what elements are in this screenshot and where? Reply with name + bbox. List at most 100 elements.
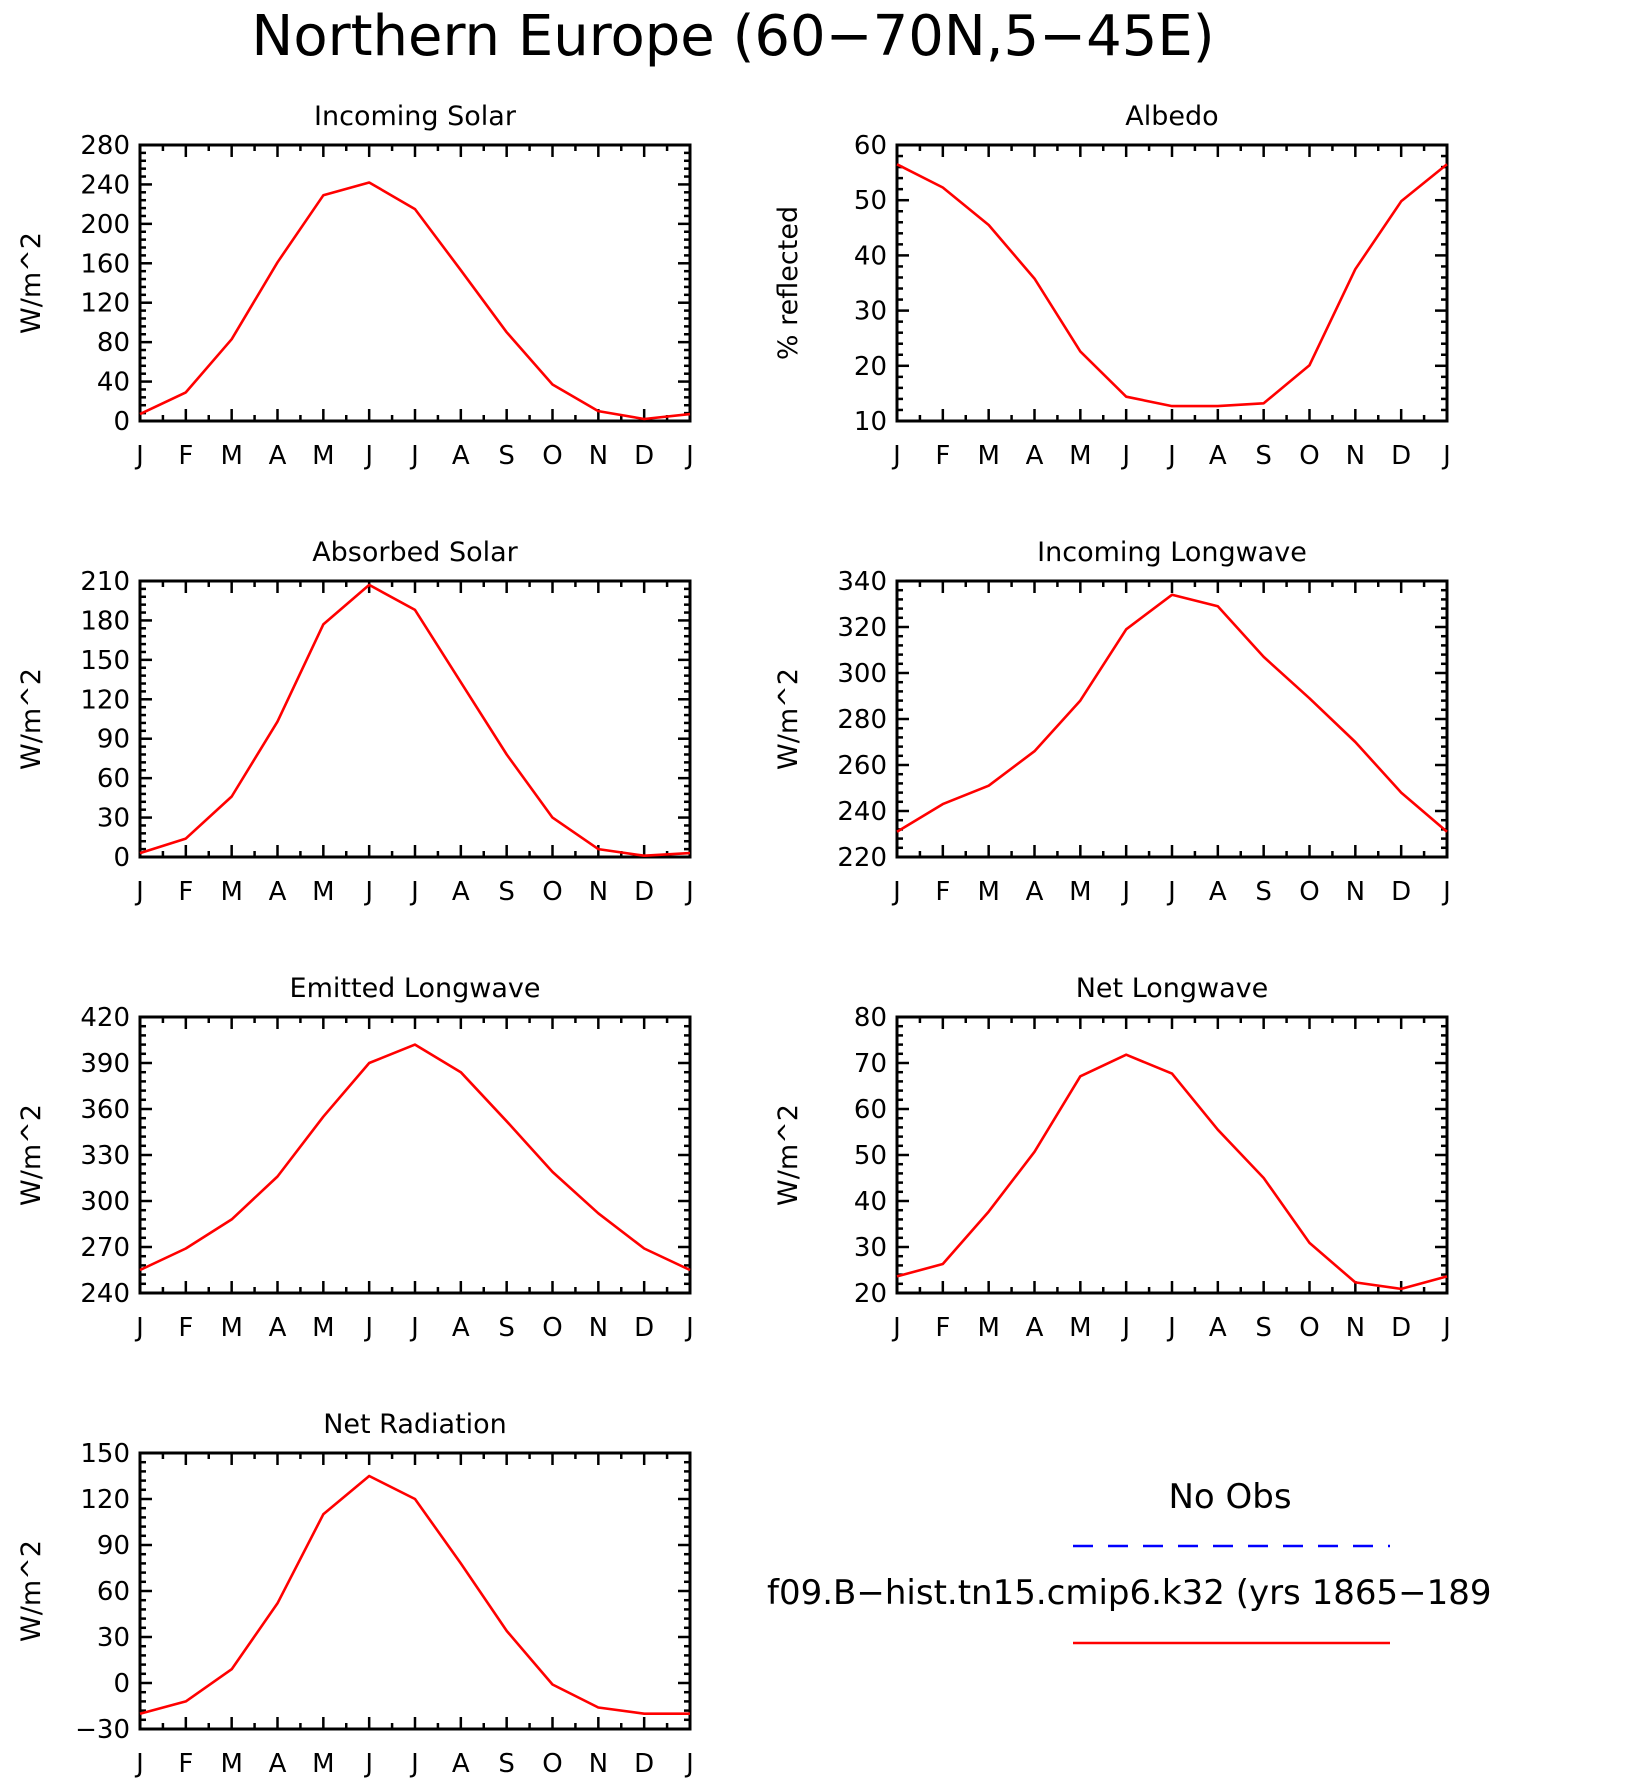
y-tick-label: 420 xyxy=(80,1003,130,1033)
y-tick-label: 240 xyxy=(837,797,887,827)
x-tick-label: A xyxy=(1026,877,1044,907)
y-tick-label: 30 xyxy=(97,1623,130,1653)
y-tick-label: 20 xyxy=(854,1279,887,1309)
y-axis-label: W/m^2 xyxy=(16,668,47,770)
y-tick-label: 300 xyxy=(837,659,887,689)
y-tick-label: 340 xyxy=(837,567,887,597)
y-tick-label: 30 xyxy=(97,804,130,834)
x-tick-label: J xyxy=(1166,441,1176,471)
x-tick-label: J xyxy=(409,1313,419,1343)
y-tick-label: 60 xyxy=(97,764,130,794)
x-tick-label: M xyxy=(1069,1313,1091,1343)
y-tick-label: 300 xyxy=(80,1187,130,1217)
x-tick-label: J xyxy=(134,1749,144,1779)
x-tick-label: D xyxy=(634,1749,654,1779)
x-tick-label: N xyxy=(1346,1313,1365,1343)
x-tick-label: J xyxy=(1166,877,1176,907)
y-tick-label: 60 xyxy=(854,131,887,161)
y-tick-label: 80 xyxy=(97,328,130,358)
panel-title: Net Longwave xyxy=(1076,973,1269,1004)
x-tick-label: O xyxy=(1299,877,1319,907)
y-tick-label: 150 xyxy=(80,646,130,676)
x-tick-label: M xyxy=(220,877,242,907)
x-tick-label: M xyxy=(312,441,334,471)
series-line-model xyxy=(139,1043,691,1272)
series-line-model xyxy=(139,181,691,421)
x-tick-label: F xyxy=(178,1749,193,1779)
x-tick-label: A xyxy=(452,877,470,907)
x-tick-label: J xyxy=(684,441,694,471)
legend: No Obs f09.B−hist.tn15.cmip6.k32 (yrs 18… xyxy=(767,1477,1492,1645)
x-tick-label: O xyxy=(1299,1313,1319,1343)
x-tick-label: J xyxy=(1441,441,1451,471)
x-tick-label: J xyxy=(134,877,144,907)
y-tick-label: 180 xyxy=(80,606,130,636)
x-tick-label: N xyxy=(589,877,608,907)
x-tick-label: N xyxy=(1346,441,1365,471)
y-tick-label: 160 xyxy=(80,249,130,279)
y-tick-label: 0 xyxy=(113,843,130,873)
x-tick-label: S xyxy=(498,1313,515,1343)
x-tick-label: A xyxy=(269,877,287,907)
x-tick-label: O xyxy=(542,1313,562,1343)
x-tick-label: F xyxy=(178,1313,193,1343)
x-tick-label: J xyxy=(409,1749,419,1779)
plot-frame xyxy=(895,579,1449,859)
y-tick-label: 240 xyxy=(80,170,130,200)
y-tick-label: 0 xyxy=(113,407,130,437)
x-tick-label: N xyxy=(589,1749,608,1779)
x-tick-label: N xyxy=(589,441,608,471)
y-tick-label: 280 xyxy=(80,131,130,161)
x-tick-label: M xyxy=(977,1313,999,1343)
x-tick-label: M xyxy=(1069,877,1091,907)
x-tick-label: O xyxy=(542,441,562,471)
x-tick-label: J xyxy=(684,1313,694,1343)
y-tick-label: 40 xyxy=(854,1187,887,1217)
x-tick-label: O xyxy=(542,877,562,907)
x-tick-label: A xyxy=(1209,877,1227,907)
y-tick-label: 50 xyxy=(854,186,887,216)
y-tick-label: 260 xyxy=(837,751,887,781)
y-tick-label: 60 xyxy=(97,1577,130,1607)
x-tick-label: D xyxy=(1391,441,1411,471)
x-tick-label: J xyxy=(1120,877,1130,907)
y-tick-label: 320 xyxy=(837,613,887,643)
x-tick-label: J xyxy=(363,441,373,471)
y-tick-label: 20 xyxy=(854,352,887,382)
main-title: Northern Europe (60−70N,5−45E) xyxy=(251,4,1214,69)
y-tick-label: 280 xyxy=(837,705,887,735)
series-line-model xyxy=(139,1474,690,1715)
y-tick-label: 120 xyxy=(80,1485,130,1515)
series-line-model xyxy=(896,1053,1448,1291)
x-tick-label: A xyxy=(1209,441,1227,471)
y-tick-label: 80 xyxy=(854,1003,887,1033)
y-tick-label: 0 xyxy=(113,1669,130,1699)
x-tick-label: A xyxy=(1209,1313,1227,1343)
y-tick-label: 270 xyxy=(80,1233,130,1263)
series-line-model xyxy=(896,593,1448,833)
x-tick-label: D xyxy=(634,877,654,907)
x-tick-label: M xyxy=(312,1313,334,1343)
x-tick-label: D xyxy=(634,441,654,471)
x-tick-label: M xyxy=(312,1749,334,1779)
y-axis-label: W/m^2 xyxy=(16,1540,47,1642)
y-tick-label: 390 xyxy=(80,1049,130,1079)
y-axis-label: W/m^2 xyxy=(16,1104,47,1206)
x-tick-label: N xyxy=(589,1313,608,1343)
y-tick-label: 90 xyxy=(97,1531,130,1561)
y-tick-label: 40 xyxy=(854,241,887,271)
y-tick-label: 120 xyxy=(80,289,130,319)
panel-title: Incoming Solar xyxy=(314,101,517,132)
x-tick-label: S xyxy=(1255,877,1272,907)
x-tick-label: S xyxy=(498,441,515,471)
x-tick-label: F xyxy=(178,441,193,471)
x-tick-label: J xyxy=(1441,1313,1451,1343)
y-tick-label: 330 xyxy=(80,1141,130,1171)
x-tick-label: A xyxy=(1026,1313,1044,1343)
y-tick-label: 40 xyxy=(97,368,130,398)
legend-label-model: f09.B−hist.tn15.cmip6.k32 (yrs 1865−189 xyxy=(767,1573,1492,1613)
x-tick-label: J xyxy=(684,877,694,907)
y-tick-label: 70 xyxy=(854,1049,887,1079)
x-tick-label: J xyxy=(409,441,419,471)
